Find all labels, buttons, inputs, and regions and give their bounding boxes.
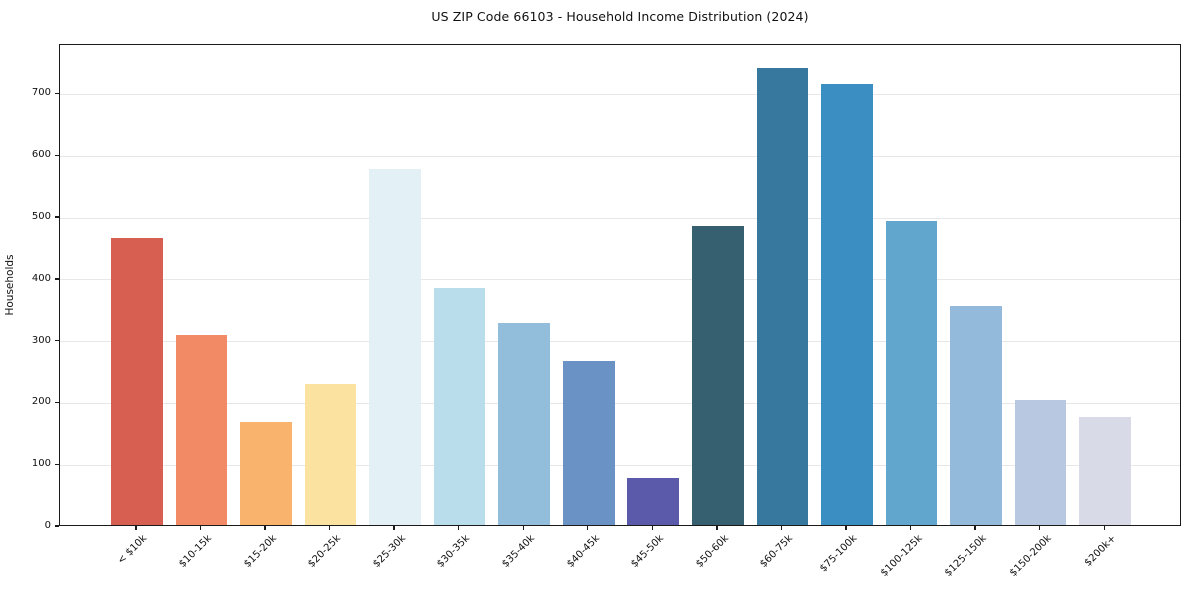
y-axis-label: Households (4, 254, 16, 316)
y-tick-label: 0 (44, 520, 51, 531)
gridline-100 (60, 464, 1180, 466)
x-tick-mark (458, 526, 460, 530)
x-tick-label: $15-20k (241, 533, 279, 570)
x-tick-label: $60-75k (758, 533, 796, 570)
bar-125-150k (950, 305, 1002, 525)
bar-10k (111, 238, 163, 525)
x-tick-mark (651, 526, 653, 530)
gridline-200 (60, 402, 1180, 404)
y-tick-label: 500 (31, 211, 51, 223)
x-tick-mark (780, 526, 783, 530)
x-tick-label: $125-150k (942, 533, 989, 579)
x-tick-label: $150-200k (1007, 533, 1054, 579)
x-tick-mark (522, 526, 524, 530)
bar-50-60k (692, 225, 744, 525)
y-tick-label: 200 (31, 396, 51, 408)
bar-15-20k (240, 422, 292, 525)
x-tick-label: $30-35k (435, 533, 473, 570)
y-tick-mark (54, 216, 59, 218)
gridline-500 (60, 217, 1180, 219)
x-tick-label: $40-45k (564, 533, 602, 570)
x-tick-mark (845, 526, 847, 530)
y-tick-mark (54, 401, 59, 404)
bar-10-15k (175, 334, 228, 525)
gridline-700 (60, 93, 1180, 95)
x-tick-label: $200k+ (1082, 533, 1118, 569)
x-tick-label: $75-100k (818, 533, 860, 575)
gridline-400 (60, 279, 1180, 281)
x-tick-label: $45-50k (629, 533, 667, 570)
bar-75-100k (821, 84, 873, 525)
x-tick-mark (909, 526, 912, 530)
y-tick-mark (54, 463, 59, 465)
x-tick-mark (587, 526, 589, 530)
x-tick-label: $25-30k (370, 533, 408, 570)
x-tick-mark (974, 526, 976, 530)
x-tick-mark (264, 526, 266, 530)
bar-200k (1079, 417, 1131, 525)
plot-area (59, 44, 1181, 526)
gridline-600 (60, 155, 1180, 157)
x-tick-label: $35-40k (500, 533, 537, 570)
bar-45-50k (627, 478, 680, 525)
x-tick-label: $100-125k (878, 533, 925, 579)
x-tick-label: $10-15k (177, 533, 215, 570)
y-tick-mark (54, 340, 59, 342)
x-tick-label: < $10k (116, 533, 150, 567)
y-tick-label: 300 (31, 334, 51, 346)
x-tick-mark (1039, 526, 1041, 530)
bar-100-125k (885, 220, 938, 525)
bar-150-200k (1014, 399, 1067, 525)
y-tick-mark (54, 154, 59, 156)
y-tick-label: 100 (31, 458, 51, 470)
x-tick-label: $20-25k (306, 533, 344, 570)
x-tick-label: $50-60k (693, 533, 731, 570)
gridline-300 (60, 341, 1180, 343)
x-tick-mark (328, 526, 331, 530)
x-tick-mark (393, 526, 395, 530)
bar-35-40k (498, 322, 550, 525)
y-tick-mark (54, 525, 59, 527)
x-tick-mark (1103, 526, 1105, 530)
x-tick-mark (716, 526, 718, 530)
bar-40-45k (562, 360, 615, 525)
y-tick-label: 700 (31, 87, 51, 99)
bar-20-25k (304, 383, 357, 525)
bar-60-75k (756, 67, 809, 525)
x-tick-mark (135, 526, 137, 530)
y-tick-label: 400 (31, 272, 51, 284)
chart-title: US ZIP Code 66103 - Household Income Dis… (431, 9, 809, 24)
bar-25-30k (369, 169, 421, 525)
bar-30-35k (433, 288, 486, 525)
y-tick-mark (54, 92, 59, 95)
x-tick-mark (199, 526, 202, 530)
y-tick-label: 600 (31, 149, 51, 161)
y-tick-mark (54, 278, 59, 280)
